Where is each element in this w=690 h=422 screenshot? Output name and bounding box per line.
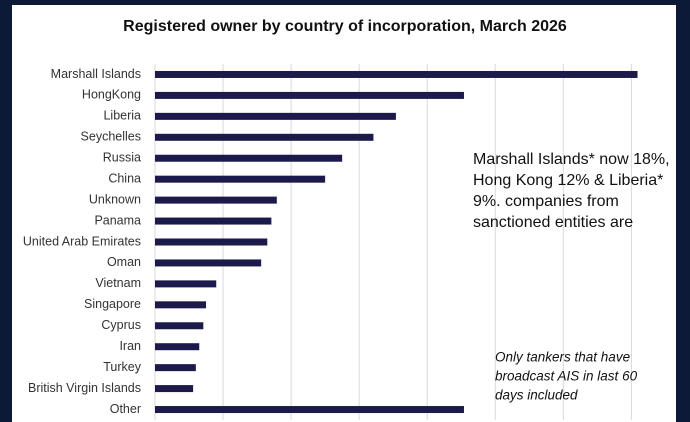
bar (155, 364, 196, 372)
y-tick-label: Vietnam (95, 276, 141, 290)
y-tick-label: Panama (94, 213, 141, 227)
y-tick-label: HongKong (82, 88, 141, 102)
y-tick-label: Iran (119, 339, 141, 353)
annotation: 9%. companies from (473, 193, 619, 210)
y-tick-label: British Virgin Islands (28, 381, 141, 395)
y-tick-label: Seychelles (81, 130, 141, 144)
bar (155, 343, 200, 351)
chart-title: Registered owner by country of incorpora… (123, 18, 567, 35)
y-tick-label: Cyprus (101, 318, 141, 332)
annotation: Only tankers that have (495, 350, 630, 365)
bar (155, 217, 272, 225)
bar (155, 91, 464, 99)
annotation: Hong Kong 12% & Liberia* (473, 172, 663, 189)
bar (155, 133, 374, 141)
bar (155, 112, 396, 120)
y-tick-label: Marshall Islands (51, 67, 141, 81)
y-tick-label: Turkey (103, 360, 141, 374)
y-tick-label: Liberia (103, 109, 141, 123)
annotation: sanctioned entities are (473, 214, 633, 231)
bar (155, 385, 194, 393)
y-tick-label: Oman (107, 255, 141, 269)
annotation: Marshall Islands* now 18%, (473, 151, 670, 168)
y-tick-label: Unknown (89, 192, 141, 206)
annotation: broadcast AIS in last 60 (495, 369, 638, 384)
bar (155, 259, 262, 267)
y-tick-label: United Arab Emirates (23, 234, 141, 248)
bar (155, 154, 343, 162)
annotation: days included (495, 388, 578, 403)
y-tick-label: Singapore (84, 297, 141, 311)
y-tick-label: China (108, 171, 141, 185)
bar (155, 301, 207, 309)
y-tick-label: Other (110, 402, 141, 416)
bar (155, 280, 217, 288)
y-tick-label: Russia (103, 151, 141, 165)
bar (155, 70, 638, 78)
bar (155, 322, 204, 330)
bar (155, 406, 464, 414)
bar (155, 196, 277, 204)
bar (155, 175, 326, 183)
bar (155, 238, 268, 246)
